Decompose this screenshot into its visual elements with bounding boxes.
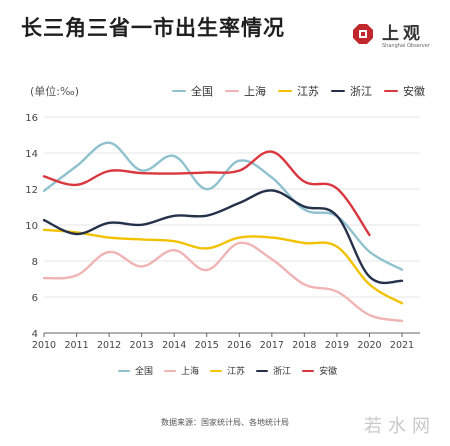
- y-tick-label: 14: [25, 149, 38, 160]
- source-note: 数据来源：国家统计局、各地统计局: [161, 418, 289, 427]
- x-tick-labels: 2010 2011 2012 2013 2014 2015 2016 2017 2018 2019…: [32, 340, 414, 351]
- legend-swatch: [164, 369, 177, 372]
- legend-label: 上海: [244, 85, 266, 98]
- legend-item: 全国: [172, 83, 213, 99]
- y-tick-label: 12: [25, 185, 38, 196]
- x-tick-label: 2010: [32, 340, 56, 351]
- series-line-上海: [42, 241, 404, 323]
- legend-item: 江苏: [278, 83, 319, 99]
- legend-item: 上海: [225, 83, 266, 99]
- legend-swatch: [256, 369, 269, 372]
- logo: 上观 Shanghai Observer: [352, 20, 444, 52]
- watermark: 若水网: [364, 416, 436, 437]
- x-axis: [43, 332, 420, 337]
- series-line-全国: [42, 141, 404, 271]
- legend-label: 全国: [191, 85, 213, 98]
- legend-swatch: [225, 90, 239, 92]
- series-line-浙江: [42, 189, 404, 285]
- series-line-江苏: [42, 228, 404, 305]
- grid-lines: [44, 116, 420, 298]
- logo-subtext: Shanghai Observer: [382, 43, 430, 49]
- x-tick-label: 2019: [325, 340, 349, 351]
- x-tick-label: 2016: [227, 340, 251, 351]
- y-tick-label: 16: [25, 113, 38, 124]
- legend-label: 浙江: [273, 367, 292, 377]
- x-tick-label: 2012: [97, 340, 121, 351]
- seal-icon: [353, 24, 373, 44]
- legend-label: 全国: [135, 367, 154, 377]
- legend-item: 安徽: [384, 83, 425, 99]
- legend-swatch: [384, 90, 398, 92]
- series-lines: [42, 141, 404, 323]
- legend-item: 浙江: [256, 364, 291, 377]
- x-tick-label: 2021: [390, 340, 414, 351]
- legend-bottom: 全国 上海 江苏 浙江 安徽: [118, 364, 348, 377]
- legend-item: 全国: [118, 364, 153, 377]
- legend-swatch: [172, 90, 186, 92]
- x-tick-label: 2020: [357, 340, 381, 351]
- y-tick-label: 8: [32, 257, 38, 268]
- unit-label: (单位:‰): [30, 85, 80, 98]
- legend-label: 浙江: [350, 85, 372, 98]
- legend-item: 上海: [164, 364, 199, 377]
- legend-label: 江苏: [227, 367, 246, 377]
- y-tick-label: 4: [32, 329, 38, 340]
- x-tick-label: 2011: [64, 340, 88, 351]
- chart-title: 长三角三省一市出生率情况: [21, 16, 285, 40]
- logo-text: 上观: [382, 24, 424, 44]
- legend-label: 上海: [181, 367, 200, 377]
- x-tick-label: 2017: [260, 340, 284, 351]
- legend-swatch: [210, 369, 223, 372]
- legend-swatch: [302, 369, 315, 372]
- x-tick-label: 2014: [162, 340, 186, 351]
- series-line-安徽: [42, 150, 371, 237]
- legend-swatch: [118, 369, 130, 372]
- legend-item: 浙江: [331, 83, 372, 99]
- legend-item: 安徽: [302, 364, 337, 377]
- legend-label: 安徽: [403, 85, 425, 98]
- x-tick-label: 2013: [130, 340, 154, 351]
- legend-top: 全国 上海 江苏 浙江 安徽: [172, 83, 437, 99]
- legend-label: 安徽: [319, 367, 338, 377]
- legend-item: 江苏: [210, 364, 245, 377]
- legend-swatch: [331, 90, 345, 92]
- legend-swatch: [278, 90, 292, 92]
- legend-label: 江苏: [297, 85, 319, 98]
- y-tick-labels: 4 6 8 10 12 14 16: [25, 113, 38, 340]
- y-tick-label: 6: [32, 293, 38, 304]
- x-tick-label: 2018: [292, 340, 316, 351]
- x-tick-label: 2015: [195, 340, 219, 351]
- y-tick-label: 10: [25, 221, 38, 232]
